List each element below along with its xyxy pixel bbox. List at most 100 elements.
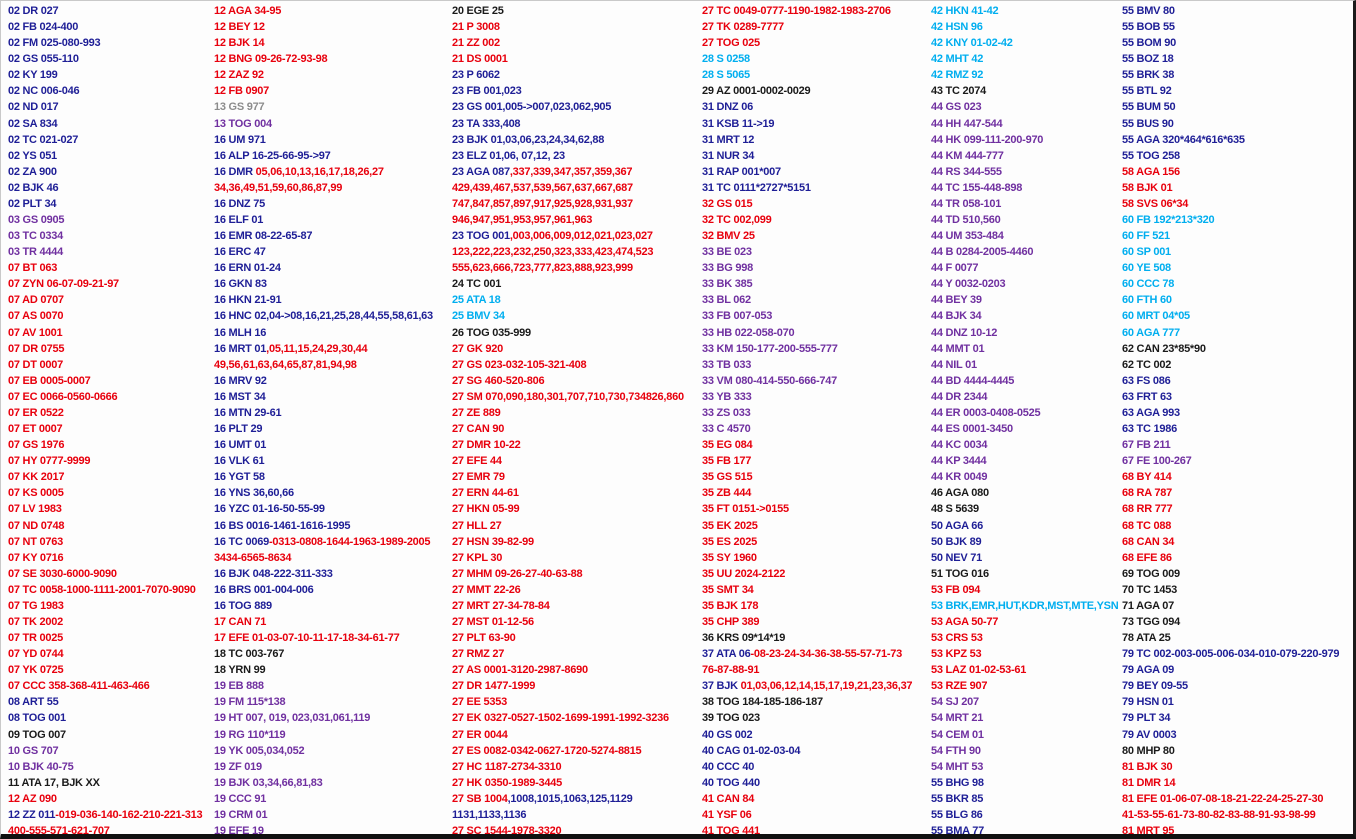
code-segment: 07 KS 0005 (8, 487, 64, 500)
code-segment: 44 TD 510,560 (931, 214, 1001, 227)
code-entry: 34,36,49,51,59,60,86,87,99 (214, 180, 452, 196)
code-entry: 07 KS 0005 (8, 485, 208, 501)
code-entry: 42 RMZ 92 (931, 67, 1120, 83)
code-column-3: 20 EGE 25 21 P 3008 21 ZZ 002 21 DS 0001 23 … (452, 3, 700, 834)
code-column-4: 27 TC 0049-0777-1190-1982-1983-2706 27 TK… (702, 3, 928, 834)
code-segment: 40 CCC 40 (702, 760, 755, 773)
code-segment: 35 ZB 444 (702, 487, 752, 500)
code-segment: 60 AGA 777 (1122, 326, 1180, 339)
code-entry: 69 TOG 009 (1122, 566, 1353, 582)
code-entry: 53 KPZ 53 (931, 646, 1120, 662)
code-segment: 51 TOG 016 (931, 567, 989, 580)
code-entry: 79 TC 002-003-005-006-034-010-079-220-97… (1122, 646, 1353, 662)
code-segment: 16 HKN 21-91 (214, 294, 282, 307)
code-entry: 81 EFE 01-06-07-08-18-21-22-24-25-27-30 (1122, 791, 1353, 807)
code-segment: 50 BJK 89 (931, 535, 982, 548)
code-segment: 07 CCC 358-368-411-463-466 (8, 680, 150, 693)
code-entry: 35 UU 2024-2122 (702, 566, 928, 582)
code-segment: 53 KPZ 53 (931, 648, 982, 661)
code-entry: 02 DR 027 (8, 3, 208, 19)
code-segment: 33 BE 023 (702, 246, 752, 259)
code-segment: 44 BJK 34 (931, 310, 982, 323)
code-segment: 27 TK 0289-7777 (702, 21, 784, 34)
code-entry: 81 DMR 14 (1122, 775, 1353, 791)
code-entry: 27 RMZ 27 (452, 646, 700, 662)
code-segment: 07 ZYN 06-07-09-21-97 (8, 278, 119, 291)
code-segment: 16 BS 0016-1461-1616-1995 (214, 519, 351, 532)
code-entry: 55 BOM 90 (1122, 35, 1353, 51)
code-entry: 27 TOG 025 (702, 35, 928, 51)
code-entry: 16 DMR 05,06,10,13,16,17,18,26,27 (214, 164, 452, 180)
code-segment: 16 TOG 889 (214, 599, 272, 612)
code-entry: 54 MHT 53 (931, 759, 1120, 775)
code-segment: 429,439,467,537,539,567,637,667,687 (452, 181, 633, 194)
code-entry: 54 CEM 01 (931, 727, 1120, 743)
code-entry: 02 FM 025-080-993 (8, 35, 208, 51)
code-segment: 81 DMR 14 (1122, 776, 1176, 789)
code-segment: 23 BJK 01,03,06,23,24,34,62,88 (452, 133, 605, 146)
code-segment: 555,623,666,723,777,823,888,923,999 (452, 262, 633, 275)
code-segment: 27 HKN 05-99 (452, 503, 520, 516)
code-segment: 79 TC 002-003-005-006-034-010-079-220-97… (1122, 648, 1340, 661)
code-segment: 55 AGA 320*464*616*635 (1122, 133, 1245, 146)
code-entry: 68 BY 414 (1122, 469, 1353, 485)
code-entry: 27 MHM 09-26-27-40-63-88 (452, 566, 700, 582)
code-entry: 27 DR 1477-1999 (452, 678, 700, 694)
code-entry: 07 CCC 358-368-411-463-466 (8, 678, 208, 694)
code-segment: 79 BEY 09-55 (1122, 680, 1188, 693)
code-segment: 07 KY 0716 (8, 551, 64, 564)
code-segment: 21 DS 0001 (452, 53, 508, 66)
code-segment: 07 LV 1983 (8, 503, 62, 516)
code-segment: 55 BKR 85 (931, 792, 984, 805)
code-segment: 19 HT 007, 019, 023,031,061,119 (214, 712, 371, 725)
code-entry: 13 GS 977 (214, 99, 452, 115)
code-entry: 03 TR 4444 (8, 244, 208, 260)
code-entry: 55 BUS 90 (1122, 116, 1353, 132)
code-segment: 07 TC 0058-1000-1111-2001-7070-9090 (8, 583, 196, 596)
code-entry: 02 BJK 46 (8, 180, 208, 196)
code-entry: 79 AGA 09 (1122, 662, 1353, 678)
code-segment: 32 TC 002,099 (702, 214, 772, 227)
code-entry: 44 GS 023 (931, 99, 1120, 115)
code-segment: ,05,11,15,24,29,30,44 (266, 342, 368, 355)
code-entry: 07 BT 063 (8, 260, 208, 276)
code-entry: 71 AGA 07 (1122, 598, 1353, 614)
code-segment: 41 YSF 06 (702, 808, 752, 821)
code-segment: 20 EGE 25 (452, 5, 504, 17)
code-entry: 27 TK 0289-7777 (702, 19, 928, 35)
code-segment: 07 HY 0777-9999 (8, 455, 91, 468)
code-entry: 400-555-571-621-707 (8, 823, 208, 834)
code-entry: 23 AGA 087,337,339,347,357,359,367 (452, 164, 700, 180)
code-entry: 79 HSN 01 (1122, 694, 1353, 710)
code-entry: 55 BKR 85 (931, 791, 1120, 807)
code-segment: 31 KSB 11->19 (702, 117, 775, 130)
code-segment: 27 MHM 09-26-27-40-63-88 (452, 567, 583, 580)
code-entry: 55 BRK 38 (1122, 67, 1353, 83)
code-segment: 21 ZZ 002 (452, 37, 500, 50)
code-segment: 13 GS 977 (214, 101, 265, 114)
code-entry: 16 GKN 83 (214, 276, 452, 292)
code-entry: 07 KK 2017 (8, 469, 208, 485)
code-segment: 27 ER 0044 (452, 728, 508, 741)
code-segment: 23 AGA 087 (452, 165, 510, 178)
code-entry: 79 AV 0003 (1122, 727, 1353, 743)
code-segment: 44 GS 023 (931, 101, 982, 114)
code-entry: 08 TOG 001 (8, 710, 208, 726)
code-segment: 55 BMV 80 (1122, 5, 1175, 17)
code-segment: 27 CAN 90 (452, 423, 505, 436)
code-entry: 02 FB 024-400 (8, 19, 208, 35)
code-segment: 24 TC 001 (452, 278, 502, 291)
code-segment: 11 ATA 17, BJK XX (8, 776, 100, 789)
code-segment: 68 CAN 34 (1122, 535, 1175, 548)
code-segment: 33 KM 150-177-200-555-777 (702, 342, 838, 355)
code-entry: 19 BJK 03,34,66,81,83 (214, 775, 452, 791)
code-entry: 60 FTH 60 (1122, 292, 1353, 308)
code-entry: 1131,1133,1136 (452, 807, 700, 823)
code-segment: 01,03,06,12,14,15,17,19,21,23,36,37 (740, 680, 913, 693)
code-segment: 40 GS 002 (702, 728, 753, 741)
code-segment: 16 UMT 01 (214, 439, 267, 452)
code-entry: 27 MRT 27-34-78-84 (452, 598, 700, 614)
code-segment: 16 MLH 16 (214, 326, 267, 339)
code-entry: 38 TOG 184-185-186-187 (702, 694, 928, 710)
